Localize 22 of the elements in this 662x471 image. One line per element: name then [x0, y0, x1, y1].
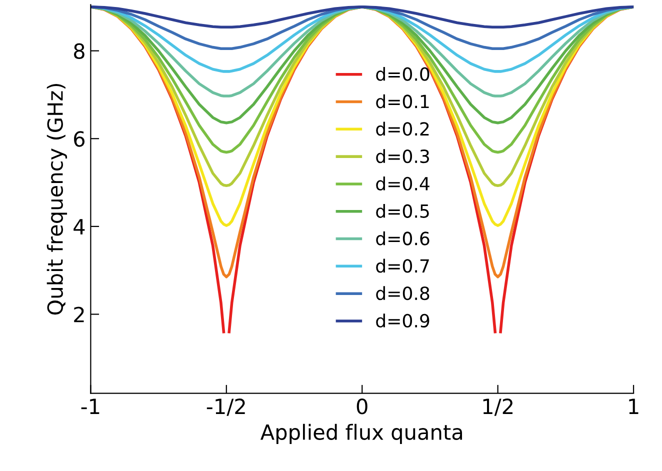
- legend-label: d=0.1: [376, 94, 429, 108]
- x-tick-label: 0: [356, 398, 368, 414]
- x-tick-label: -1/2: [206, 398, 245, 416]
- legend-label: d=0.0: [376, 66, 430, 81]
- x-tick-label: 1/2: [483, 398, 512, 416]
- y-tick-label: 4: [74, 219, 85, 234]
- legend-label: d=0.6: [376, 231, 430, 246]
- y-tick-label: 6: [74, 131, 85, 147]
- legend-label: d=0.9: [376, 314, 430, 328]
- legend-label: d=0.2: [376, 122, 429, 136]
- y-tick-label: 2: [74, 306, 84, 322]
- x-axis-title: Applied flux quanta: [260, 424, 462, 444]
- legend-label: d=0.4: [376, 176, 430, 191]
- y-tick-label: 8: [74, 43, 84, 60]
- legend-label: d=0.8: [376, 286, 430, 300]
- legend-label: d=0.7: [376, 258, 429, 273]
- x-tick-label: -1: [81, 398, 100, 414]
- x-tick-label: 1: [629, 398, 638, 414]
- legend-label: d=0.5: [376, 204, 429, 218]
- line-series: [90, 6, 634, 28]
- legend-label: d=0.3: [376, 149, 429, 164]
- y-axis-title: Qubit frequency (GHz): [46, 84, 68, 315]
